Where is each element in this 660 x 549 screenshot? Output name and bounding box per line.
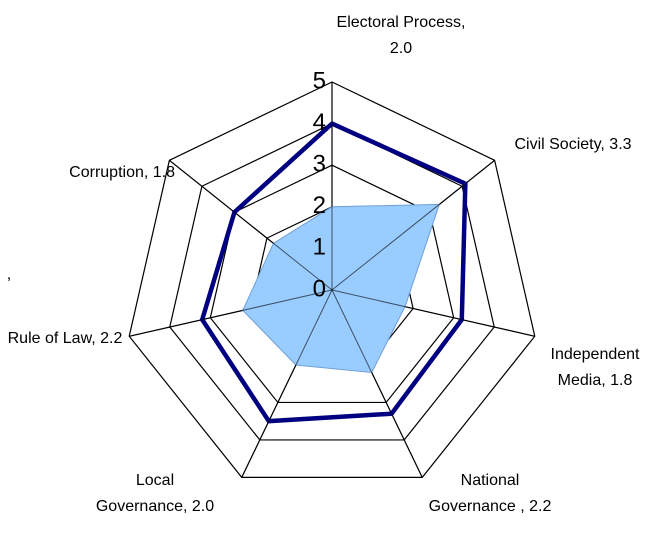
tick-label: 1	[313, 234, 326, 261]
tick-label: 4	[313, 109, 326, 136]
annotation: ,	[6, 266, 12, 283]
grid-ring	[128, 81, 536, 479]
tick-label: 0	[313, 275, 326, 302]
category-label: Corruption, 1.8	[69, 164, 175, 181]
axis-spoke-top	[331, 289, 535, 337]
axis-spoke-top	[241, 289, 333, 478]
category-label: Electoral Process, 2.0	[336, 14, 466, 57]
area	[242, 203, 441, 373]
tick-label: 2	[313, 192, 326, 219]
category-label: National Governance , 2.2	[428, 472, 552, 515]
axis-spoke-top	[169, 159, 333, 291]
tick-label: 3	[313, 151, 326, 178]
category-label: Rule of Law, 2.2	[7, 330, 123, 347]
axis-spoke-top	[331, 289, 423, 478]
line	[199, 120, 468, 424]
tick-label: 5	[313, 67, 326, 94]
category-label: Independent Media, 1.8	[550, 346, 640, 389]
axis-spoke-top	[331, 159, 495, 291]
category-label: Civil Society, 3.3	[514, 136, 632, 153]
grid-ring	[169, 122, 495, 441]
category-label: Local Governance, 2.0	[95, 472, 215, 515]
axis-spoke-top	[129, 289, 333, 337]
